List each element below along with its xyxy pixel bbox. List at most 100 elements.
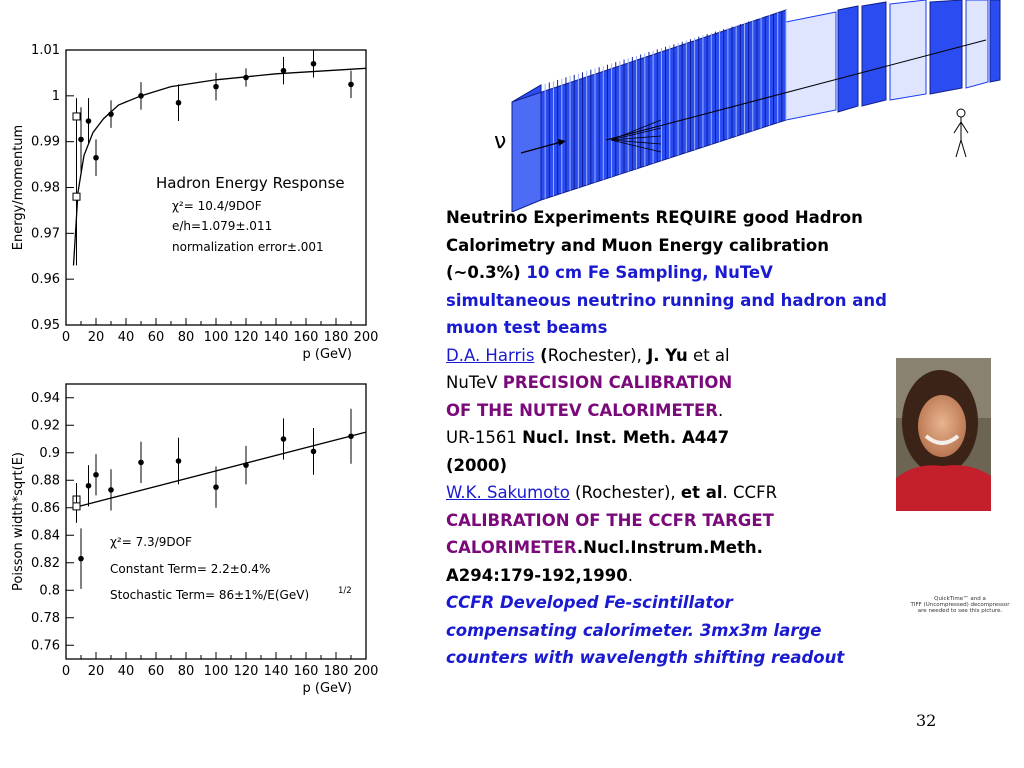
y-axis-label: Poisson width*sqrt(E) (11, 452, 26, 591)
text-segment: Neutrino Experiments REQUIRE good Hadron (446, 208, 863, 227)
data-point (175, 99, 182, 106)
text-segment: compensating calorimeter. 3mx3m large (446, 620, 822, 640)
text-segment: CALORIMETER (446, 538, 577, 557)
fit-curve (72, 67, 367, 266)
data-point (310, 448, 317, 455)
text-segment: .Nucl.Instrum.Meth. (576, 538, 763, 557)
x-tick-label: 80 (178, 330, 195, 345)
shower-cone (610, 119, 662, 153)
annotation-text: χ²= 7.3/9DOF (110, 535, 192, 549)
y-tick-label: 1 (52, 89, 60, 104)
y-tick-label: 0.92 (31, 418, 60, 433)
person-figure (953, 108, 969, 158)
text-segment: UR-1561 (446, 428, 523, 447)
annotation-superscript: 1/2 (338, 586, 352, 596)
annotation-text: e/h=1.079±.011 (172, 219, 272, 233)
y-tick-label: 0.88 (31, 473, 60, 488)
text-line: A294:179-192,1990. (446, 562, 966, 590)
text-line: CALIBRATION OF THE CCFR TARGET (446, 507, 966, 535)
x-tick-label: 160 (294, 664, 319, 679)
plot-frame (65, 383, 367, 660)
data-point (85, 118, 92, 124)
annotation-text: Stochastic Term= 86±1%/E(GeV) (110, 588, 309, 602)
data-point (348, 433, 354, 440)
author-link[interactable]: D.A. Harris (446, 345, 535, 365)
y-tick-label: 0.95 (31, 318, 60, 333)
data-point (175, 458, 182, 464)
text-line: CALORIMETER.Nucl.Instrum.Meth. (446, 534, 966, 562)
quicktime-notice-line: TIFF (Uncompressed) decompressor (910, 602, 1010, 608)
text-line: counters with wavelength shifting readou… (446, 644, 966, 672)
y-tick-label: 0.99 (31, 135, 60, 150)
data-point (213, 83, 219, 90)
energy-response-chart: 0 20 40 60 80 100 120 140 160 180 200 0.95 0.96 0.97 0… (0, 40, 386, 370)
text-line: simultaneous neutrino running and hadron… (446, 287, 966, 315)
text-segment: counters with wavelength shifting readou… (446, 648, 845, 667)
data-point (213, 484, 219, 490)
data-point (280, 436, 287, 442)
text-line: UR-1561 Nucl. Inst. Meth. A447 (446, 424, 966, 452)
text-segment: (~0.3%) (446, 263, 521, 282)
page-number: 32 (916, 711, 937, 730)
data-point (78, 555, 84, 562)
data-point (138, 459, 144, 466)
text-segment: PRECISION CALIBRATION (502, 373, 733, 392)
y-tick-label: 0.97 (31, 226, 60, 241)
x-tick-label: 40 (118, 664, 135, 679)
x-tick-label: 0 (62, 664, 70, 679)
x-tick-label: 0 (62, 330, 70, 345)
text-segment: . CCFR (722, 483, 778, 502)
x-axis-label: p (GeV) (303, 347, 353, 362)
fit-curve (73, 431, 367, 509)
annotation-text: Constant Term= 2.2±0.4% (110, 562, 270, 576)
text-segment: ( (534, 345, 548, 365)
detector-blocks (511, 0, 1001, 212)
text-segment: . (717, 400, 724, 420)
annotation-text: χ²= 10.4/9DOF (172, 199, 262, 213)
x-axis-label: p (GeV) (303, 681, 353, 696)
data-point (280, 67, 287, 74)
text-segment: OF THE NUTEV CALORIMETER (446, 400, 718, 420)
data-point (85, 482, 92, 489)
text-segment: NuTeV (446, 373, 503, 392)
y-tick-label: 0.94 (31, 391, 60, 406)
text-segment: Rochester), (547, 345, 648, 365)
x-tick-label: 40 (118, 330, 135, 345)
x-tick-label: 120 (234, 330, 259, 345)
text-line: NuTeV PRECISION CALIBRATION (446, 369, 966, 397)
x-tick-label: 180 (324, 330, 349, 345)
x-tick-label: 120 (234, 664, 259, 679)
y-tick-label: 0.86 (31, 501, 60, 516)
text-line: W.K. Sakumoto (Rochester), et al. CCFR (446, 479, 966, 507)
reference-text-block: Neutrino Experiments REQUIRE good Hadron… (446, 204, 966, 672)
annotation-text: Hadron Energy Response (156, 174, 345, 192)
y-axis-label: Energy/momentum (11, 125, 26, 250)
quicktime-notice-line: are needed to see this picture. (917, 608, 1003, 614)
quicktime-notice-line: QuickTime™ and a (934, 596, 986, 602)
data-point (108, 111, 114, 117)
x-tick-label: 20 (88, 664, 105, 679)
text-segment: . (627, 565, 633, 585)
y-tick-label: 0.98 (31, 181, 60, 196)
x-tick-label: 180 (324, 664, 349, 679)
text-line: OF THE NUTEV CALORIMETER. (446, 397, 966, 425)
x-tick-label: 100 (204, 664, 229, 679)
text-line: compensating calorimeter. 3mx3m large (446, 617, 966, 645)
author-link[interactable]: W.K. Sakumoto (446, 483, 570, 502)
data-point (310, 60, 317, 67)
data-point (93, 154, 99, 161)
x-tick-label: 200 (354, 664, 379, 679)
text-segment: Nucl. Inst. Meth. A447 (522, 428, 730, 447)
y-tick-label: 1.01 (31, 43, 60, 58)
x-tick-label: 60 (148, 330, 165, 345)
text-segment: CCFR Developed Fe-scintillator (446, 593, 733, 612)
data-point (243, 74, 249, 81)
text-segment: (Rochester), (569, 483, 681, 502)
text-line: (2000) (446, 452, 966, 480)
quicktime-notice: QuickTime™ and a TIFF (Uncompressed) dec… (900, 596, 1020, 614)
y-tick-label: 0.96 (31, 272, 60, 287)
x-tick-label: 80 (178, 664, 195, 679)
text-line: CCFR Developed Fe-scintillator (446, 589, 966, 617)
data-point (243, 462, 249, 468)
neutrino-symbol: ν (494, 129, 506, 154)
